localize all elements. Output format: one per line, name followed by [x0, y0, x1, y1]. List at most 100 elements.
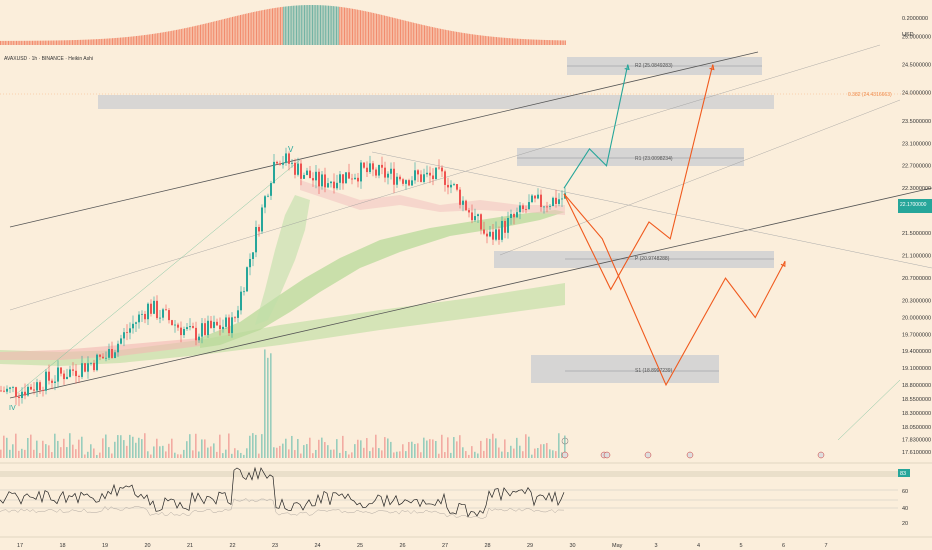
histogram-bar	[150, 34, 152, 45]
histogram-bar	[112, 38, 114, 45]
histogram-bar	[468, 33, 470, 45]
histogram-bar	[161, 32, 163, 45]
volume-bar	[384, 437, 386, 458]
volume-bar	[555, 451, 557, 458]
histogram-bar	[228, 17, 230, 45]
candle-body	[543, 206, 545, 208]
histogram-bar	[552, 40, 554, 45]
histogram-bar	[401, 19, 403, 45]
histogram-bar	[35, 40, 37, 45]
histogram-bar	[108, 38, 110, 45]
price-tick-label: 19.1000000	[902, 366, 931, 372]
histogram-bar	[563, 40, 565, 45]
histogram-bar	[17, 40, 19, 45]
candle-body	[327, 183, 329, 188]
volume-bar	[147, 451, 149, 458]
histogram-bar	[230, 17, 232, 45]
fib-zone	[98, 95, 774, 109]
histogram-bar	[464, 33, 466, 45]
histogram-bar	[131, 36, 133, 45]
histogram-bar	[68, 40, 70, 45]
histogram-bar	[497, 37, 499, 45]
candle-body	[84, 363, 86, 372]
candle-body	[399, 176, 401, 180]
volume-bar	[549, 449, 551, 458]
candle-body	[183, 329, 185, 336]
volume-bar	[516, 437, 518, 458]
histogram-bar	[8, 40, 10, 45]
candle-body	[255, 226, 257, 253]
histogram-bar	[36, 40, 38, 45]
histogram-bar	[459, 32, 461, 45]
histogram-bar	[38, 40, 40, 45]
top-oscillator-histogram	[0, 5, 566, 46]
volume-bar	[192, 450, 194, 458]
candle-body	[477, 214, 479, 217]
histogram-bar	[184, 28, 186, 45]
volume-bar	[465, 451, 467, 458]
candle-body	[201, 323, 203, 337]
price-tick-label: 17.8300000	[902, 437, 931, 443]
histogram-bar	[121, 37, 123, 45]
volume-bar	[537, 448, 539, 458]
flag-icon[interactable]	[603, 451, 611, 459]
histogram-bar	[510, 38, 512, 45]
histogram-bar	[30, 40, 32, 45]
volume-bar	[552, 450, 554, 458]
histogram-bar	[276, 7, 278, 45]
histogram-bar	[532, 39, 534, 45]
volume-bar	[351, 452, 353, 458]
flag-icon[interactable]	[817, 451, 825, 459]
volume-bar	[324, 442, 326, 458]
histogram-bar	[32, 40, 34, 45]
event-icon[interactable]	[561, 437, 569, 445]
candle-body	[483, 229, 485, 234]
histogram-bar	[288, 6, 290, 45]
histogram-bar	[513, 38, 515, 45]
volume-bar	[24, 449, 26, 458]
candle-body	[243, 291, 245, 293]
histogram-bar	[225, 18, 227, 45]
histogram-bar	[200, 24, 202, 45]
histogram-bar	[296, 5, 298, 46]
histogram-bar	[153, 33, 155, 45]
candle-body	[429, 172, 431, 176]
candle-body	[501, 220, 503, 240]
histogram-bar	[360, 10, 362, 45]
volume-bar	[255, 434, 257, 458]
flag-icon[interactable]	[644, 451, 652, 459]
volume-bar	[507, 452, 509, 458]
histogram-bar	[76, 39, 78, 45]
volume-bar	[489, 438, 491, 458]
volume-bar	[42, 440, 44, 458]
volume-bar	[54, 433, 56, 458]
volume-bar	[93, 448, 95, 458]
candle-body	[171, 320, 173, 326]
histogram-bar	[59, 40, 61, 45]
volume-bar	[429, 439, 431, 458]
histogram-bar	[44, 40, 46, 45]
histogram-bar	[534, 39, 536, 45]
candle-body	[153, 300, 155, 314]
volume-bar	[198, 451, 200, 458]
candle-body	[480, 214, 482, 230]
histogram-bar	[521, 38, 523, 45]
volume-bar	[36, 440, 38, 458]
candle-body	[18, 396, 20, 399]
flag-icon[interactable]	[686, 451, 694, 459]
rsi-signal-line	[0, 498, 565, 519]
histogram-bar	[172, 30, 174, 45]
histogram-bar	[169, 31, 171, 45]
volume-bar	[423, 437, 425, 458]
volume-bar	[498, 447, 500, 458]
histogram-bar	[449, 30, 451, 45]
flag-icon[interactable]	[561, 451, 569, 459]
volume-bar	[378, 448, 380, 458]
histogram-bar	[174, 30, 176, 45]
histogram-bar	[168, 31, 170, 45]
histogram-bar	[52, 40, 54, 45]
histogram-bar	[404, 20, 406, 45]
volume-bar	[102, 438, 104, 458]
candle-body	[294, 162, 296, 175]
